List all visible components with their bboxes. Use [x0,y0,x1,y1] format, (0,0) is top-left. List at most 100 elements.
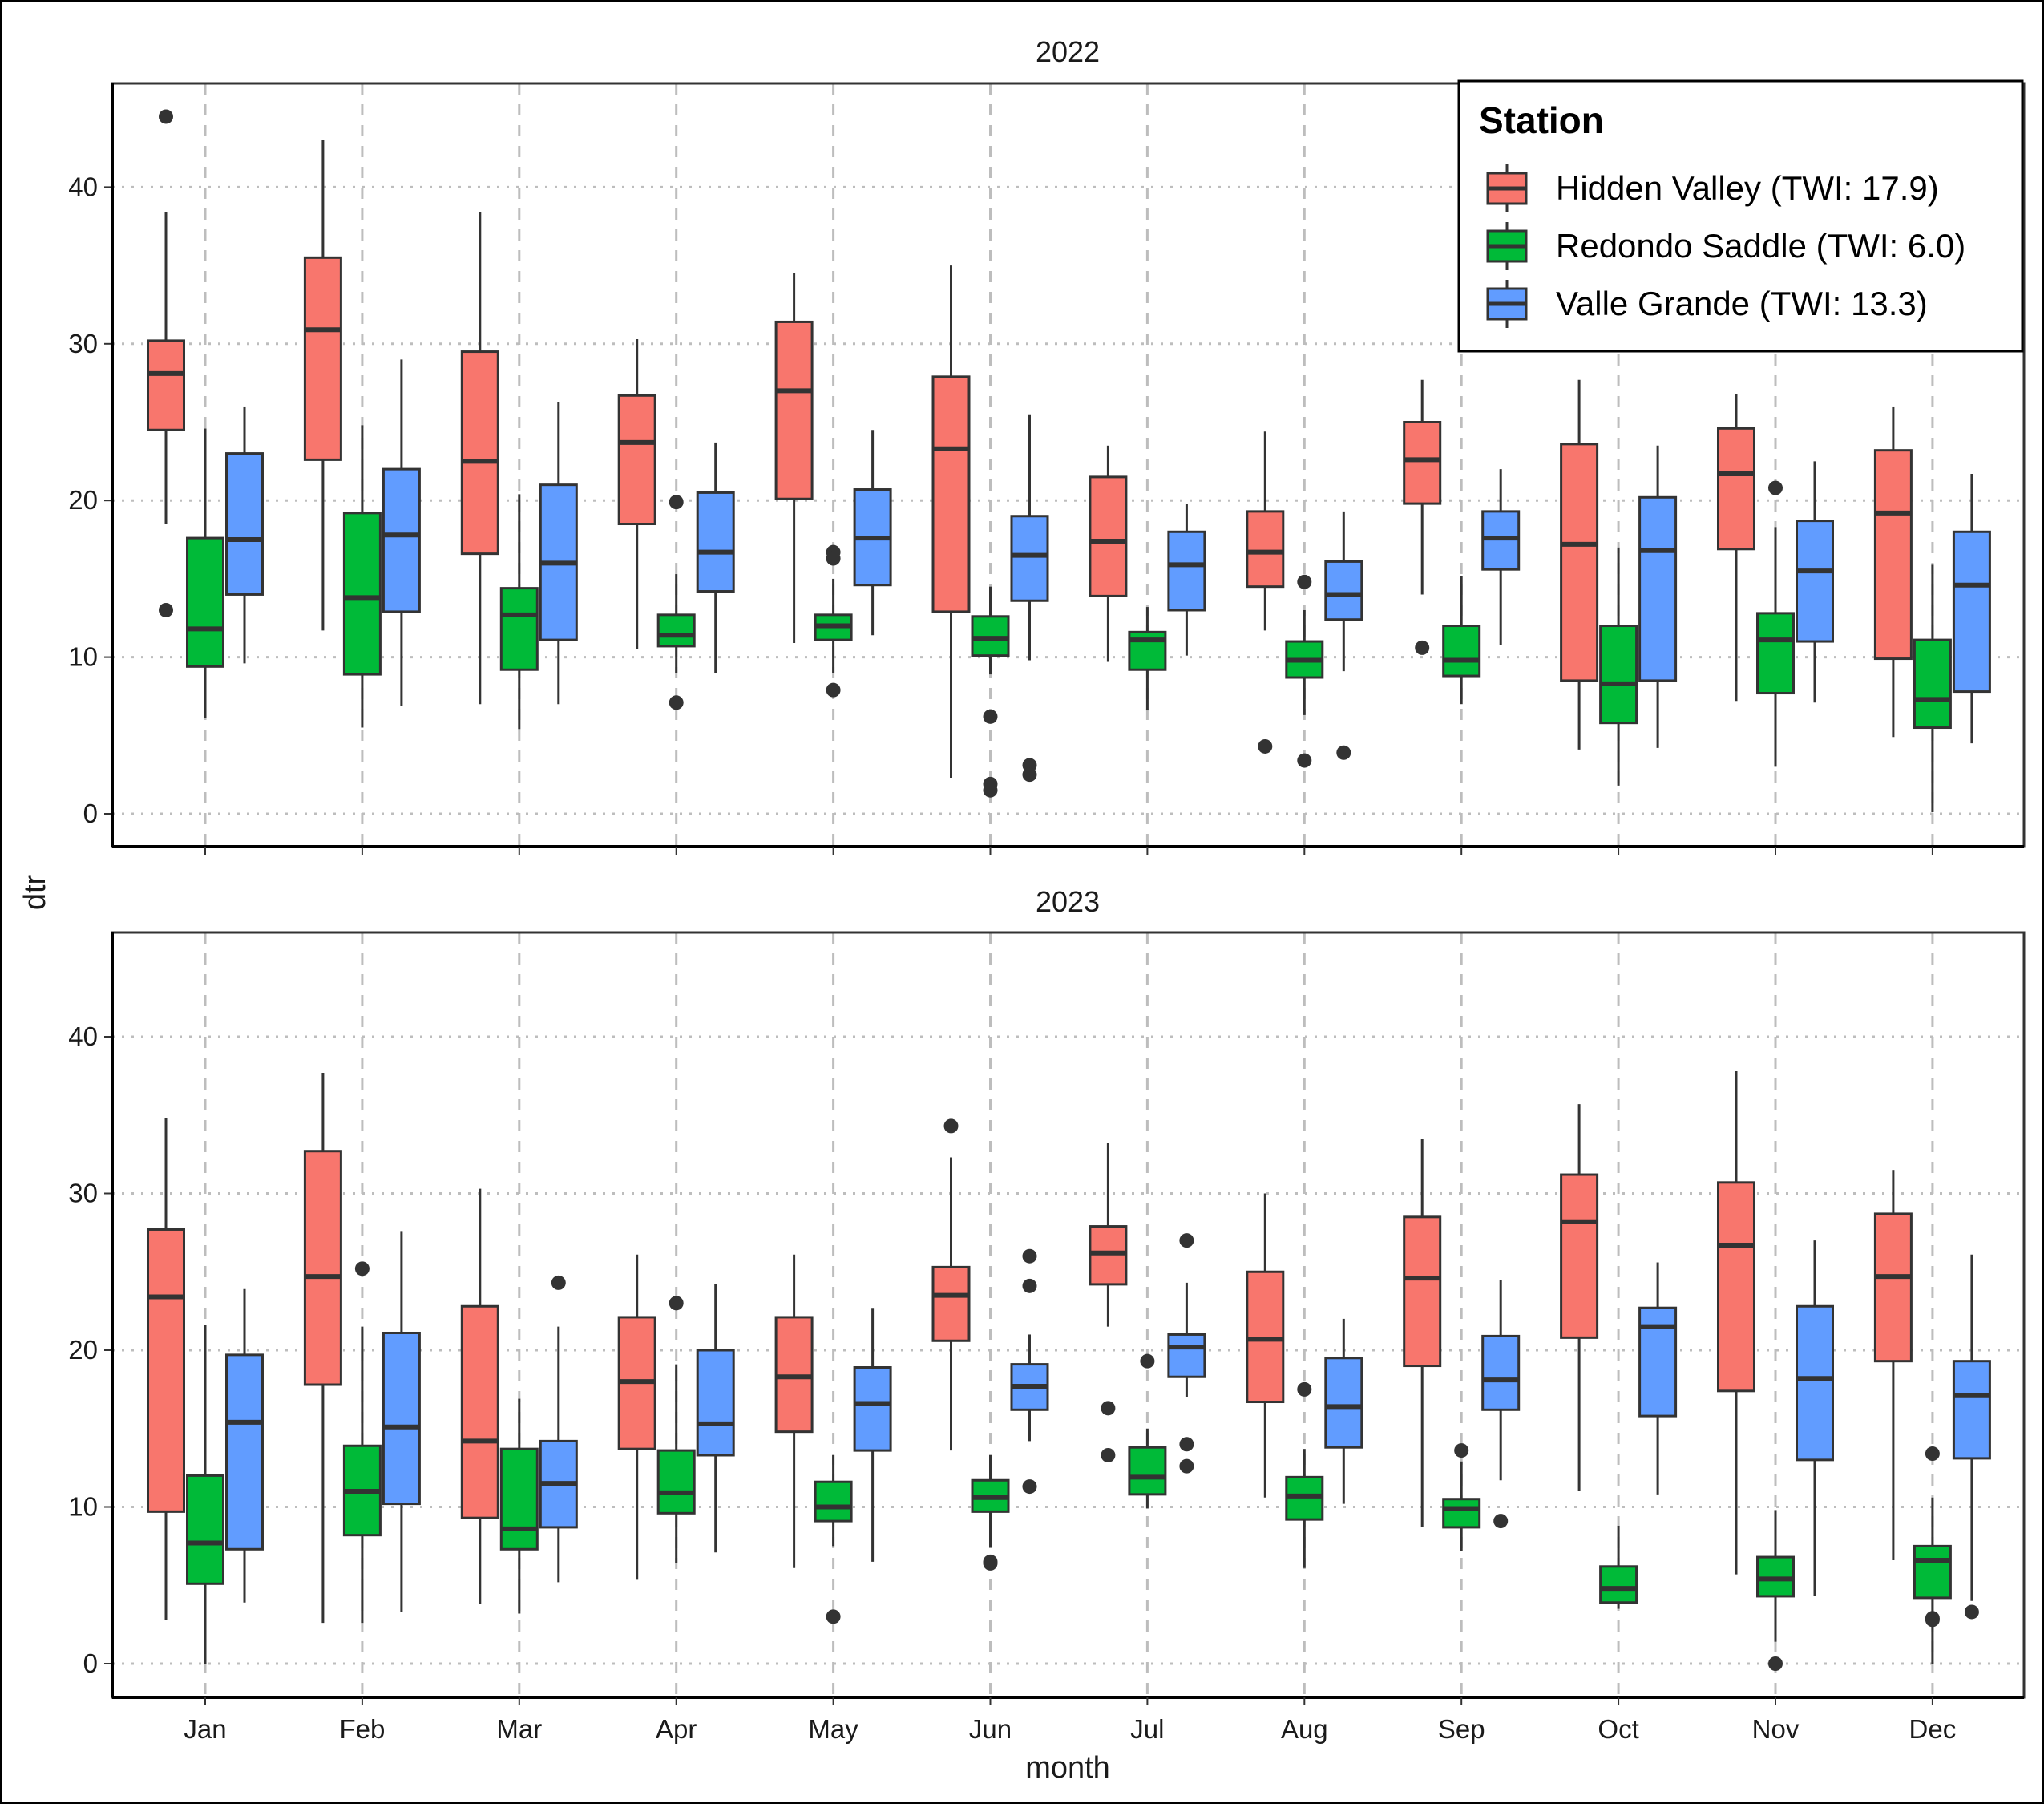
box-valle-grande-jul-2023 [1167,1233,1206,1474]
legend: Station Hidden Valley (TWI: 17.9) Redond… [1457,79,2024,353]
box-redondo-saddle-sep-2023 [1442,1443,1481,1551]
box-valle-grande-jul-2022 [1167,504,1206,656]
legend-label-valle-grande: Valle Grande (TWI: 13.3) [1556,285,1928,322]
legend-label-redondo-saddle: Redondo Saddle (TWI: 6.0) [1556,227,1965,265]
box-redondo-saddle-nov-2022 [1756,480,1795,767]
outlier-point [983,783,998,798]
box-valle-grande-apr-2022 [696,442,735,673]
box-hidden-valley-aug-2022 [1246,431,1285,754]
box-redondo-saddle-mar-2023 [499,1398,539,1614]
outlier-point [669,495,684,510]
x-tick-label-sep: Sep [1438,1714,1485,1744]
box-valle-grande-sep-2022 [1481,469,1521,645]
box-body [499,587,539,671]
box-body [1913,638,1952,730]
box-body [460,1304,499,1519]
outlier-point [1179,1458,1194,1474]
box-redondo-saddle-jun-2022 [971,586,1010,798]
x-tick-label-mar: Mar [496,1714,542,1744]
outlier-point [669,695,684,710]
box-redondo-saddle-may-2022 [814,544,853,698]
box-redondo-saddle-nov-2023 [1756,1510,1795,1671]
box-valle-grande-oct-2022 [1638,445,1678,748]
box-body [382,467,421,613]
box-redondo-saddle-may-2023 [814,1454,853,1624]
legend-label-hidden-valley: Hidden Valley (TWI: 17.9) [1556,169,1939,207]
outlier-point [1101,1447,1116,1462]
legend-title: Station [1479,99,1604,141]
box-redondo-saddle-oct-2023 [1599,1525,1638,1609]
box-valle-grande-apr-2023 [696,1284,735,1553]
box-body [1481,1334,1521,1411]
box-body [1442,625,1481,678]
box-hidden-valley-jun-2023 [931,1118,971,1451]
box-redondo-saddle-jul-2022 [1128,607,1167,711]
box-body [1403,421,1442,505]
outlier-point [1964,1604,1979,1620]
box-body [303,256,342,461]
outlier-point [1493,1514,1509,1529]
outlier-point [1101,1401,1116,1416]
y-tick-label: 30 [68,1179,98,1208]
box-body [1403,1215,1442,1368]
outlier-point [1297,574,1312,589]
outlier-point [1022,1248,1037,1264]
box-body [1089,475,1128,597]
box-body [814,1480,853,1523]
box-hidden-valley-nov-2022 [1717,394,1755,702]
box-hidden-valley-mar-2023 [460,1188,499,1604]
box-body [1913,1544,1952,1600]
box-valle-grande-oct-2023 [1638,1262,1678,1495]
box-body [460,350,499,556]
box-body [696,1349,735,1457]
box-valle-grande-jun-2023 [1010,1248,1049,1495]
box-hidden-valley-aug-2023 [1246,1193,1285,1498]
legend-keys [1486,164,1528,328]
strip-label-2023: 2023 [1036,885,1100,918]
box-redondo-saddle-jun-2023 [971,1454,1010,1571]
box-valle-grande-aug-2022 [1324,511,1363,760]
box-redondo-saddle-apr-2022 [656,495,696,710]
legend-key-hidden-valley [1486,164,1528,212]
outlier-point [983,1555,998,1571]
outlier-point [1768,1656,1783,1671]
box-body [1246,510,1285,589]
box-body [1756,612,1795,695]
x-tick-label-feb: Feb [339,1714,385,1744]
box-hidden-valley-feb-2023 [303,1072,342,1624]
box-hidden-valley-dec-2022 [1873,406,1913,738]
outlier-point [1415,640,1430,655]
box-body [1010,515,1049,602]
box-body [931,375,971,613]
box-body [1796,520,1834,643]
box-valle-grande-may-2023 [853,1308,892,1562]
box-valle-grande-jan-2023 [225,1288,264,1603]
x-tick-label-aug: Aug [1281,1714,1328,1744]
outlier-point [1140,1353,1155,1369]
box-hidden-valley-jul-2022 [1089,445,1128,662]
box-valle-grande-mar-2023 [539,1275,578,1583]
outlier-point [1022,1278,1037,1293]
box-redondo-saddle-aug-2023 [1285,1381,1324,1568]
box-body [1717,1181,1755,1393]
box-body [225,452,264,596]
outlier-point [354,1261,370,1276]
box-body [656,613,696,648]
box-redondo-saddle-jan-2022 [186,428,224,718]
outlier-point [1258,738,1273,754]
outlier-point [159,602,173,617]
outlier-point [1297,753,1312,768]
box-body [1167,1333,1206,1378]
box-body [931,1265,971,1342]
box-hidden-valley-jun-2022 [931,265,971,779]
box-valle-grande-may-2022 [853,430,892,636]
box-valle-grande-feb-2023 [382,1231,421,1612]
x-tick-label-jan: Jan [184,1714,226,1744]
box-hidden-valley-dec-2023 [1873,1170,1913,1560]
outlier-point [1336,745,1351,760]
box-body [1560,1173,1599,1339]
outlier-point [1297,1381,1312,1397]
box-redondo-saddle-apr-2023 [656,1296,696,1563]
box-redondo-saddle-jul-2023 [1128,1353,1167,1509]
box-hidden-valley-jan-2023 [147,1118,185,1620]
